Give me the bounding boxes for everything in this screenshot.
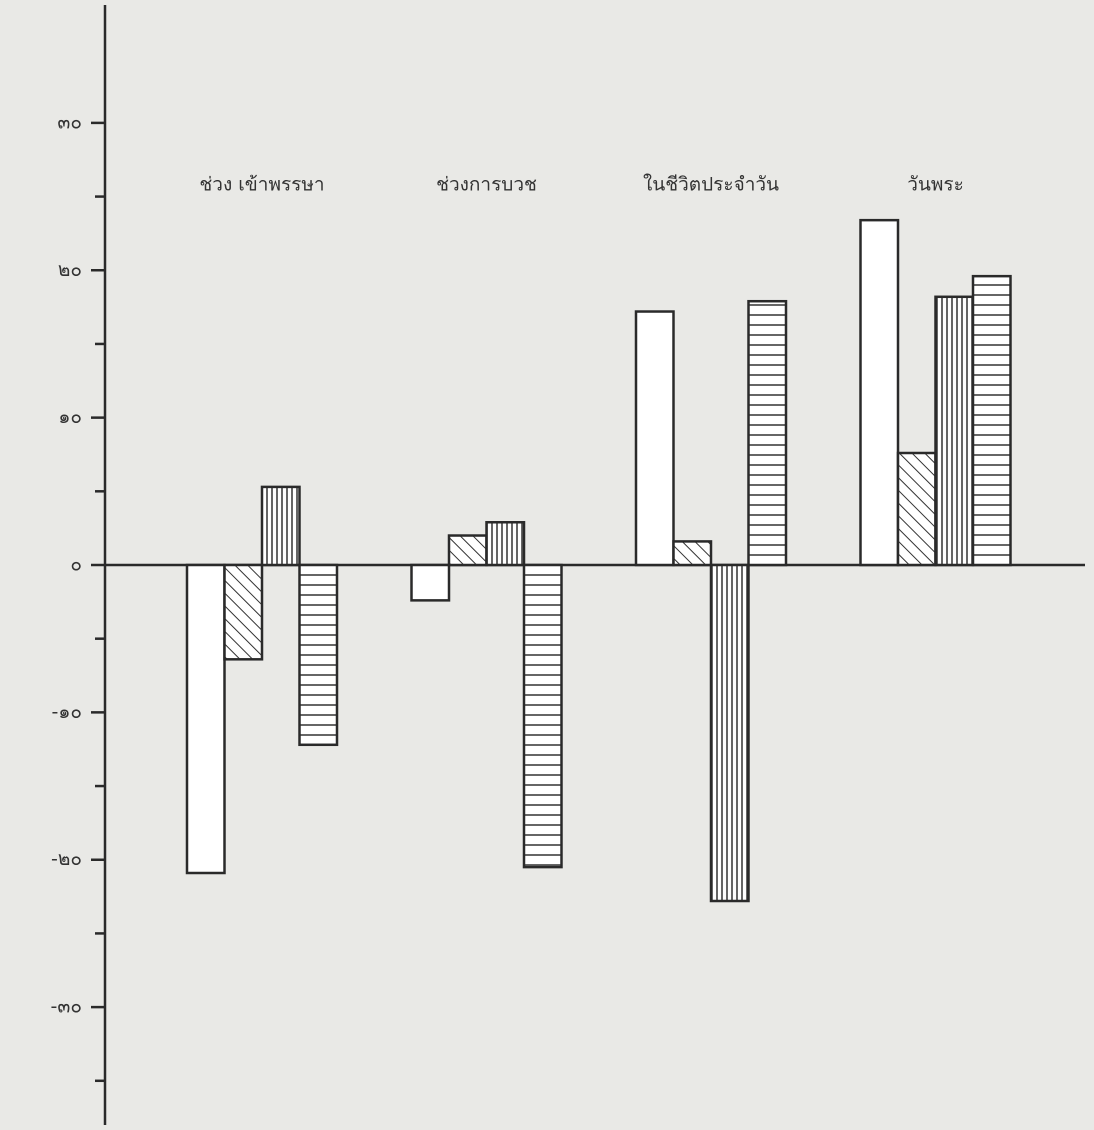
bar bbox=[934, 295, 975, 567]
bar bbox=[859, 218, 900, 567]
bar bbox=[747, 299, 788, 567]
bar bbox=[260, 485, 301, 567]
category-label: ในชีวิตประจำวัน bbox=[643, 174, 779, 196]
y-tick-label: -๓๐ bbox=[51, 996, 82, 1018]
bar bbox=[447, 534, 488, 567]
category-label: ช่วงการบวช bbox=[436, 174, 537, 196]
y-tick-label: ๒๐ bbox=[58, 259, 82, 281]
bar bbox=[485, 521, 526, 567]
category-label: วันพระ bbox=[907, 174, 964, 196]
y-tick-label: -๑๐ bbox=[51, 701, 82, 723]
bar bbox=[971, 274, 1012, 567]
bar bbox=[298, 563, 339, 747]
bar bbox=[672, 540, 713, 567]
bar bbox=[709, 563, 750, 903]
y-tick-label: ๓๐ bbox=[57, 111, 82, 133]
bar bbox=[410, 563, 451, 602]
y-tick-label: ๑๐ bbox=[58, 406, 82, 428]
y-tick-label: ๐ bbox=[70, 554, 82, 576]
category-label: ช่วง เข้าพรรษา bbox=[199, 174, 324, 196]
bar bbox=[522, 563, 563, 869]
y-tick-label: -๒๐ bbox=[51, 848, 82, 870]
bar bbox=[634, 310, 675, 567]
bar bbox=[185, 563, 226, 875]
bar bbox=[223, 563, 264, 661]
bar bbox=[896, 451, 937, 567]
